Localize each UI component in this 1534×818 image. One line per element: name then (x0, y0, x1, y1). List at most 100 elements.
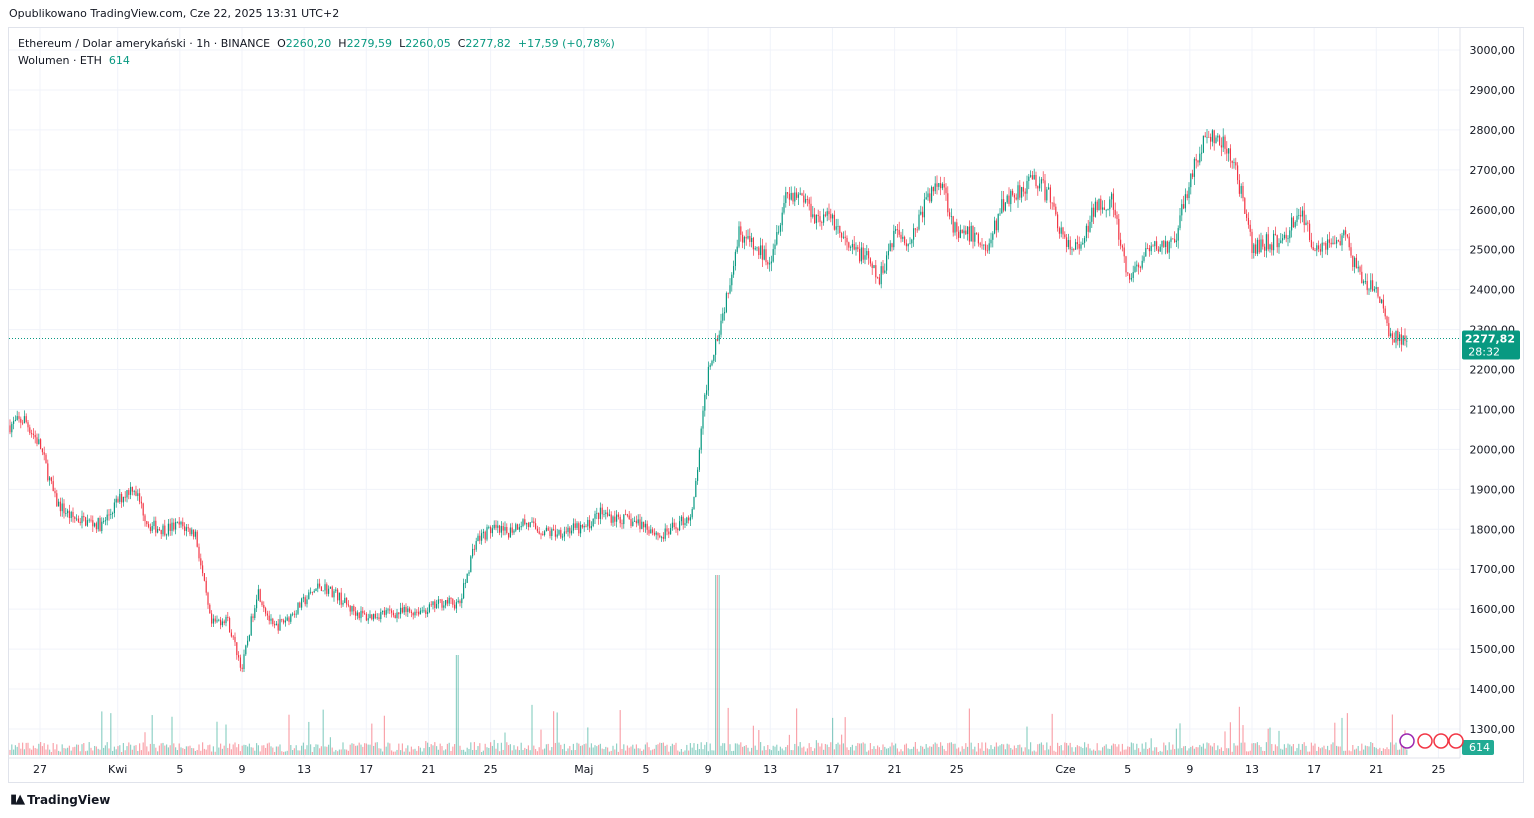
candle-body (448, 597, 450, 604)
volume-bar (432, 745, 434, 755)
volume-bar (637, 748, 639, 755)
volume-bar (1206, 742, 1208, 755)
candle-body (749, 235, 751, 242)
volume-bar (1147, 749, 1149, 755)
candle-body (797, 194, 799, 198)
volume-tag-value: 614 (1469, 741, 1490, 754)
volume-bar (785, 746, 787, 755)
candle-body (1292, 217, 1294, 228)
lightning-event-icon[interactable] (1399, 733, 1415, 749)
us-flag-event-icon[interactable] (1448, 733, 1464, 749)
candle-body (1109, 199, 1111, 210)
volume-bar (1237, 745, 1239, 755)
candle-body (981, 244, 983, 246)
candle-body (731, 274, 733, 286)
volume-bar (607, 747, 609, 755)
candle-body (333, 591, 335, 598)
tradingview-logo[interactable]: ▮▲ TradingView (10, 792, 110, 807)
volume-bar (938, 747, 940, 755)
legend-symbol[interactable]: Ethereum / Dolar amerykański · 1h · BINA… (18, 37, 271, 50)
volume-bar (1138, 748, 1140, 755)
volume-bar (158, 745, 160, 755)
candle-body (1091, 207, 1093, 222)
x-tick-label: Cze (1055, 763, 1075, 776)
volume-bar (857, 743, 859, 755)
us-flag-event-icon[interactable] (1417, 733, 1433, 749)
candle-body (432, 601, 434, 606)
volume-bar (1256, 742, 1258, 755)
volume-bar (524, 747, 526, 755)
volume-bar (1278, 730, 1280, 755)
candle-body (385, 610, 387, 615)
volume-bar (347, 750, 349, 755)
candle-body (785, 192, 787, 204)
volume-bar (635, 744, 637, 755)
candle-body (621, 523, 623, 525)
candle-body (1030, 175, 1032, 177)
candle-body (508, 533, 510, 538)
candle-body (1084, 237, 1086, 243)
volume-bar (1309, 751, 1311, 755)
volume-bar (805, 751, 807, 755)
volume-bar (742, 746, 744, 755)
volume-bar (725, 750, 727, 755)
volume-bar (1015, 748, 1017, 755)
volume-bar (1161, 751, 1163, 755)
volume-bar (686, 744, 688, 755)
volume-bar (1058, 746, 1060, 755)
volume-bar (122, 743, 124, 755)
volume-bar (137, 750, 139, 755)
last-price-tag[interactable] (1462, 330, 1520, 360)
volume-bar (205, 749, 207, 755)
volume-bar (576, 742, 578, 755)
volume-bar (403, 751, 405, 755)
volume-bar (77, 744, 79, 755)
volume-bar (1244, 742, 1246, 755)
candle-body (396, 612, 398, 619)
volume-bar (850, 747, 852, 755)
candle-body (900, 234, 902, 239)
volume-bar (18, 742, 20, 755)
volume-bar (461, 749, 463, 755)
candle-body (551, 529, 553, 536)
candle-body (792, 192, 794, 202)
volume-tag[interactable] (1462, 740, 1494, 755)
volume-bar (875, 748, 877, 755)
volume-bar (1381, 750, 1383, 755)
volume-bar (533, 745, 535, 755)
volume-bar (277, 746, 279, 755)
candle-body (644, 523, 646, 528)
candle-body (808, 199, 810, 204)
candle-body (252, 616, 254, 618)
candle-body (140, 501, 142, 504)
volume-bar (63, 748, 65, 755)
volume-bar (871, 748, 873, 755)
candle-body (200, 558, 202, 566)
volume-bar (211, 751, 213, 755)
candle-body (214, 618, 216, 622)
volume-bar (520, 742, 522, 755)
candle-body (538, 531, 540, 534)
candle-body (1143, 256, 1145, 261)
volume-bar (333, 751, 335, 755)
volume-bar (839, 744, 841, 755)
legend-volume-label[interactable]: Wolumen · ETH (18, 54, 102, 67)
volume-bar (832, 717, 834, 755)
volume-bar (1071, 747, 1073, 755)
volume-bar (655, 744, 657, 755)
candle-body (1390, 333, 1392, 337)
candle-body (484, 531, 486, 540)
candle-body (495, 524, 497, 528)
us-flag-event-icon[interactable] (1433, 733, 1449, 749)
candle-body (1015, 197, 1017, 200)
volume-bar (601, 748, 603, 755)
candle-body (646, 523, 648, 530)
candle-body (43, 452, 45, 455)
volume-bar (673, 744, 675, 755)
candle-body (382, 610, 384, 612)
candle-body (459, 600, 461, 604)
candle-body (806, 199, 808, 200)
candle-body (482, 531, 484, 534)
candle-body (40, 439, 42, 449)
